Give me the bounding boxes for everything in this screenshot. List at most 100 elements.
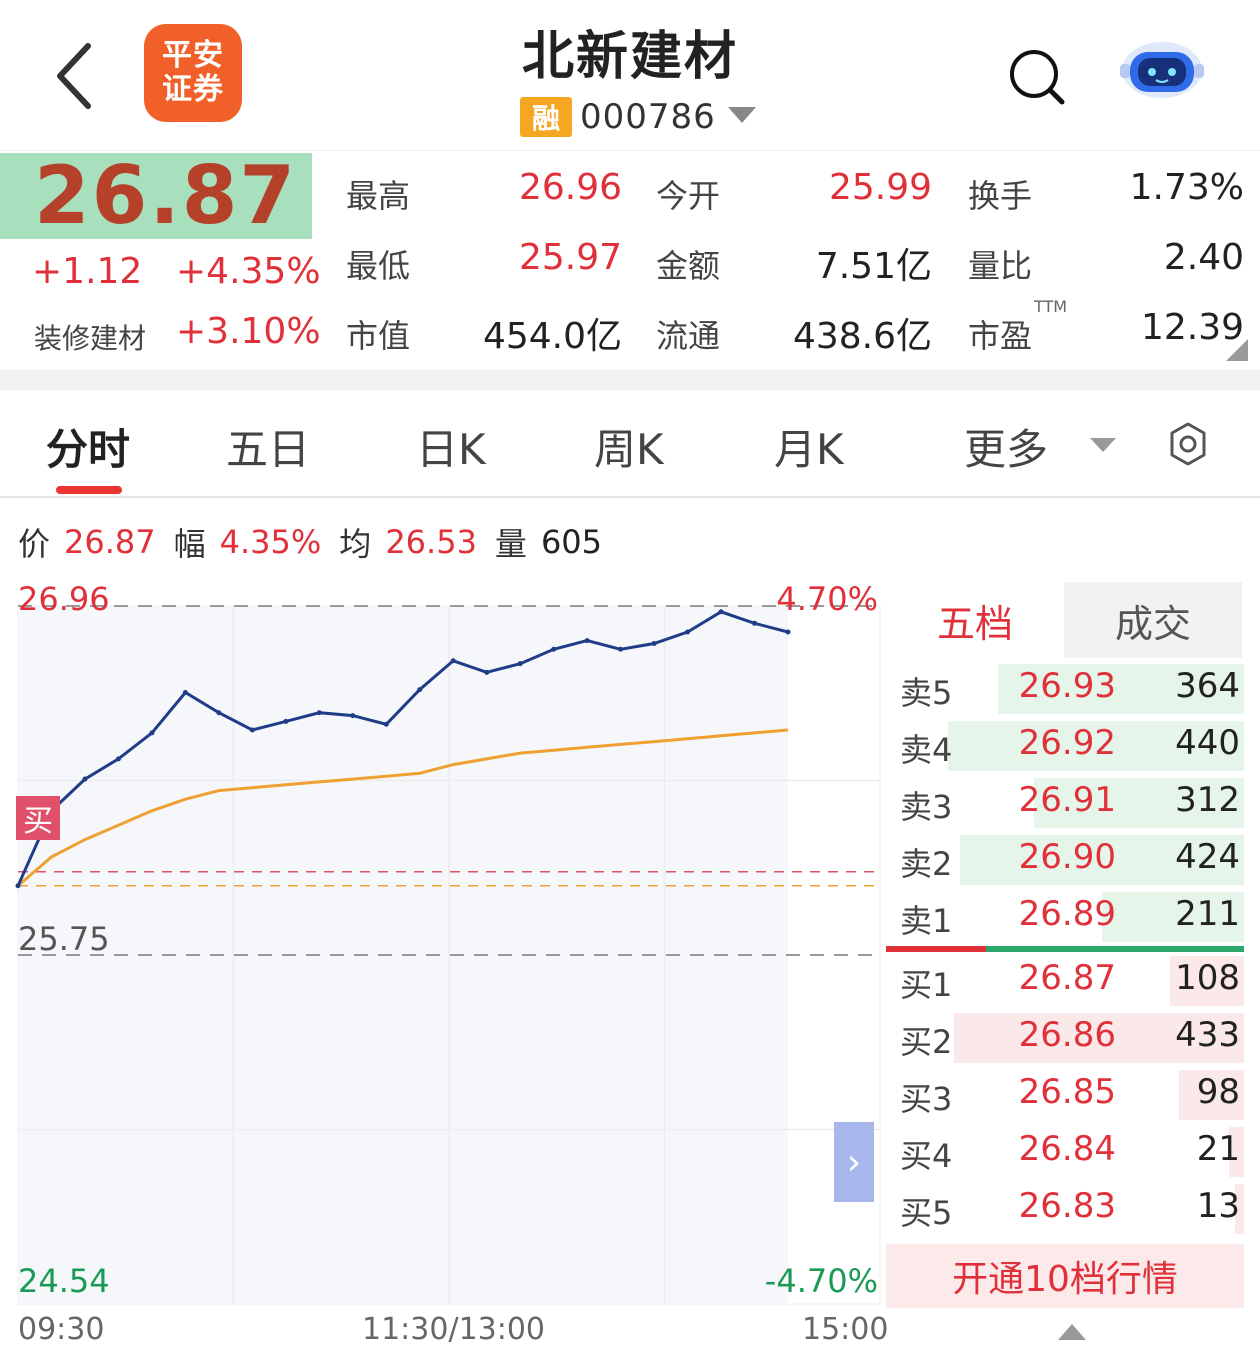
tab-trades[interactable]: 成交	[1064, 582, 1242, 658]
mcap-value: 454.0亿	[482, 316, 622, 357]
bid-depth-bar	[1229, 1127, 1244, 1177]
bid-level-qty: 21	[1196, 1129, 1240, 1169]
ask-level-name: 卖1	[900, 902, 953, 940]
tab-daily-k[interactable]: 日K	[416, 425, 486, 474]
ask-level-row[interactable]: 卖3 26.91 312	[886, 776, 1244, 830]
float-mcap-value: 438.6亿	[792, 316, 932, 357]
bid-level-row[interactable]: 买1 26.87 108	[886, 954, 1244, 1008]
bid-level-row[interactable]: 买4 26.84 21	[886, 1125, 1244, 1179]
robot-assistant-icon[interactable]	[1116, 34, 1208, 102]
bid-level-name: 买1	[900, 966, 953, 1004]
info-price-label: 价	[18, 525, 51, 563]
buy-marker[interactable]: 买	[16, 796, 60, 840]
back-arrow-icon[interactable]	[48, 38, 104, 114]
time-label-midday: 11:30/13:00	[362, 1312, 546, 1347]
bid-level-qty: 433	[1175, 1015, 1240, 1055]
bid-level-price: 26.83	[1018, 1186, 1116, 1226]
ask-depth-bar	[998, 664, 1244, 714]
ask-level-row[interactable]: 卖4 26.92 440	[886, 719, 1244, 773]
ask-level-row[interactable]: 卖5 26.93 364	[886, 662, 1244, 716]
info-price-value: 26.87	[64, 523, 156, 561]
stock-code: 000786	[580, 97, 716, 137]
chart-info-row: 价 26.87 幅 4.35% 均 26.53 量 605	[18, 520, 620, 564]
open-value: 25.99	[828, 167, 932, 208]
ask-level-row[interactable]: 卖2 26.90 424	[886, 833, 1244, 887]
sector-name[interactable]: 装修建材	[34, 322, 147, 355]
bid-level-name: 买3	[900, 1080, 953, 1118]
ask-level-qty: 364	[1175, 666, 1240, 706]
amount-value: 7.51亿	[815, 246, 932, 287]
open-ten-levels-button[interactable]: 开通10档行情	[886, 1244, 1244, 1308]
price-point-0	[15, 883, 21, 889]
info-avg-label: 均	[339, 525, 372, 563]
gear-icon[interactable]	[1164, 420, 1212, 468]
bid-level-price: 26.86	[1018, 1015, 1116, 1055]
info-range-value: 4.35%	[219, 523, 322, 561]
intraday-chart[interactable]	[0, 576, 886, 1369]
ask-level-row[interactable]: 卖1 26.89 211	[886, 890, 1244, 944]
high-value: 26.96	[518, 167, 622, 208]
price-point-14	[484, 669, 490, 675]
price-point-17	[584, 638, 590, 644]
broker-logo-line2: 证券	[162, 72, 224, 107]
chart-period-tabs: 分时 五日 日K 周K 月K 更多	[0, 390, 1260, 498]
price-line	[16, 610, 789, 887]
price-point-18	[618, 646, 624, 652]
chevron-down-icon	[727, 107, 756, 123]
section-divider	[0, 370, 1260, 390]
tab-intraday[interactable]: 分时	[46, 425, 131, 474]
ask-depth-bar	[959, 835, 1244, 885]
float-mcap-label: 流通	[656, 317, 721, 355]
tab-more[interactable]: 更多	[964, 425, 1049, 474]
bid-level-name: 买4	[900, 1137, 953, 1175]
price-point-7	[249, 727, 255, 733]
sector-change-pct: +3.10%	[176, 311, 321, 352]
price-point-21	[718, 609, 724, 615]
top-bar: 平安 证券 北新建材 融 000786	[0, 0, 1260, 150]
turnover-value: 1.73%	[1129, 167, 1244, 208]
ask-level-price: 26.93	[1018, 666, 1116, 706]
ask-level-price: 26.90	[1018, 837, 1116, 877]
price-point-23	[785, 629, 791, 635]
ask-level-qty: 211	[1175, 894, 1240, 934]
search-icon[interactable]	[1006, 46, 1066, 106]
price-point-10	[350, 713, 356, 719]
info-range-label: 幅	[173, 525, 206, 563]
broker-logo[interactable]: 平安 证券	[144, 24, 242, 122]
y-axis-bottom-label: 24.54	[18, 1262, 110, 1300]
bid-level-row[interactable]: 买3 26.85 98	[886, 1068, 1244, 1122]
price-point-8	[283, 718, 289, 724]
price-point-4	[149, 730, 155, 736]
active-tab-indicator	[56, 486, 122, 494]
bid-level-price: 26.84	[1018, 1129, 1116, 1169]
bid-level-row[interactable]: 买5 26.83 13	[886, 1182, 1244, 1236]
bid-level-row[interactable]: 买2 26.86 433	[886, 1011, 1244, 1065]
chevron-right-icon[interactable]: ›	[834, 1122, 874, 1202]
y-axis-mid-label: 25.75	[18, 920, 110, 958]
bid-level-price: 26.87	[1018, 958, 1116, 998]
quote-panel: 26.87 +1.12 +4.35% 装修建材 +3.10% 最高 26.96 …	[0, 150, 1260, 370]
tab-monthly-k[interactable]: 月K	[774, 425, 844, 474]
tab-weekly-k[interactable]: 周K	[594, 425, 664, 474]
stock-name: 北新建材	[521, 27, 738, 87]
price-point-11	[383, 721, 389, 727]
pct-axis-top-label: 4.70%	[776, 580, 878, 618]
tab-five-levels[interactable]: 五档	[886, 582, 1064, 658]
tab-five-day[interactable]: 五日	[226, 425, 311, 474]
amount-label: 金额	[656, 247, 721, 285]
stock-code-selector[interactable]: 融 000786	[520, 96, 756, 138]
ask-level-name: 卖5	[900, 674, 953, 712]
price-point-12	[417, 687, 423, 693]
broker-logo-line1: 平安	[162, 38, 224, 73]
expand-corner-icon[interactable]	[1226, 339, 1248, 361]
price-point-22	[752, 620, 758, 626]
ask-depth-bar	[1101, 892, 1244, 942]
ask-level-price: 26.89	[1018, 894, 1116, 934]
current-price: 26.87	[34, 149, 298, 242]
vol-ratio-value: 2.40	[1163, 237, 1244, 278]
turnover-label: 换手	[968, 177, 1033, 215]
chevron-up-icon[interactable]	[1058, 1324, 1086, 1340]
ask-level-qty: 440	[1175, 723, 1240, 763]
chevron-down-icon	[1090, 438, 1116, 452]
ask-bid-divider-green	[986, 946, 1244, 952]
